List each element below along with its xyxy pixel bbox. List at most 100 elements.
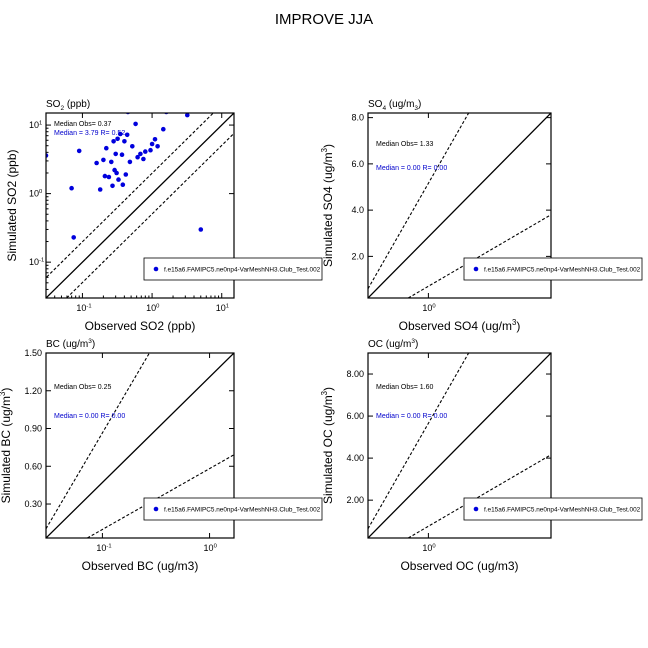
so2-median-obs-text: Median Obs= 0.37 xyxy=(54,121,112,128)
so2-point-20 xyxy=(120,182,126,187)
so2-point-32 xyxy=(148,147,153,153)
so2-point-14 xyxy=(113,151,118,157)
bc-ytick-label: 0.60 xyxy=(24,461,42,471)
oc-legend-box xyxy=(463,497,643,521)
oc-ytick-label: 4.00 xyxy=(346,453,364,463)
so2-point-2 xyxy=(71,235,76,240)
so4-panel xyxy=(367,112,643,299)
bc-upper-factor-line xyxy=(46,353,150,530)
so2-legend-box xyxy=(143,257,323,281)
so2-median-sim-text: Median = 3.79 R= 0.52 xyxy=(54,130,125,137)
oc-one-to-one-line xyxy=(368,353,551,538)
oc-y-axis-label: Simulated OC (ug/m3) xyxy=(320,387,335,504)
so4-legend-label: f.e15a6.FAMIPC5.ne0np4-VarMeshNH3.Club_T… xyxy=(484,267,641,274)
so2-point-3 xyxy=(76,148,82,154)
so2-point-40 xyxy=(224,108,229,113)
so2-plot-frame xyxy=(45,112,235,299)
oc-lower-factor-line xyxy=(407,454,551,538)
bc-plot-frame xyxy=(45,352,235,539)
oc-panel xyxy=(367,352,643,539)
so4-panel-title: SO4 (ug/m3) xyxy=(368,99,421,112)
so2-point-23 xyxy=(124,132,130,138)
so2-lower-factor-line xyxy=(66,132,234,298)
so2-point-10 xyxy=(109,159,114,165)
so4-upper-factor-line xyxy=(368,113,470,290)
bc-xtick-label: 100 xyxy=(204,543,218,553)
so2-one-to-one-line xyxy=(46,113,234,298)
so2-point-7 xyxy=(102,173,108,179)
so4-ytick-label: 2.0 xyxy=(351,251,364,261)
bc-x-axis-label: Observed BC (ug/m3) xyxy=(82,559,199,573)
oc-legend-label: f.e15a6.FAMIPC5.ne0np4-VarMeshNH3.Club_T… xyxy=(484,507,641,514)
so2-point-35 xyxy=(155,144,160,149)
so2-legend-marker xyxy=(153,266,159,272)
bc-median-sim-text: Median = 0.00 R= 0.00 xyxy=(54,413,125,420)
bc-ytick-label: 1.50 xyxy=(24,348,42,358)
oc-plot-frame xyxy=(367,352,552,539)
so4-lower-factor-line xyxy=(407,214,551,298)
so4-ytick-label: 6.0 xyxy=(351,159,364,169)
so2-point-5 xyxy=(97,187,103,192)
so2-point-37 xyxy=(164,113,169,115)
oc-legend-marker xyxy=(473,506,479,512)
so4-xtick-label: 100 xyxy=(422,303,436,313)
oc-panel-title: OC (ug/m3) xyxy=(368,338,418,350)
so2-point-25 xyxy=(127,159,133,165)
so2-panel xyxy=(45,108,323,299)
so2-ytick-label: 100 xyxy=(29,189,43,199)
so2-xtick-label: 100 xyxy=(146,303,160,313)
so2-point-15 xyxy=(114,170,119,176)
so2-point-31 xyxy=(143,149,148,154)
oc-xtick-label: 100 xyxy=(422,543,436,553)
so2-point-18 xyxy=(118,131,123,137)
so2-xtick-label: 10-1 xyxy=(76,303,91,313)
bc-xtick-label: 10-1 xyxy=(96,543,111,553)
bc-median-obs-text: Median Obs= 0.25 xyxy=(54,384,112,391)
so2-point-12 xyxy=(111,139,116,144)
bc-lower-factor-line xyxy=(87,454,234,538)
so2-point-6 xyxy=(101,157,106,163)
so4-ytick-label: 8.0 xyxy=(351,113,364,123)
so2-point-27 xyxy=(133,121,138,127)
so2-point-30 xyxy=(141,156,146,162)
bc-ytick-label: 1.20 xyxy=(24,386,42,396)
so2-point-38 xyxy=(185,113,190,118)
so4-legend-box xyxy=(463,257,643,281)
bc-legend-label: f.e15a6.FAMIPC5.ne0np4-VarMeshNH3.Club_T… xyxy=(164,507,321,514)
so2-upper-factor-line xyxy=(46,113,214,279)
oc-ytick-label: 2.00 xyxy=(346,495,364,505)
so4-median-sim-text: Median = 0.00 R= 0.00 xyxy=(376,165,447,172)
bc-y-axis-label: Simulated BC (ug/m3) xyxy=(0,388,13,504)
so2-point-16 xyxy=(115,136,120,142)
so2-point-24 xyxy=(125,113,130,115)
so2-ytick-label: 101 xyxy=(29,120,42,130)
so4-x-axis-label: Observed SO4 (ug/m3) xyxy=(399,318,521,333)
so4-legend-marker xyxy=(473,266,479,272)
so2-point-39 xyxy=(198,227,204,232)
bc-panel xyxy=(45,352,323,539)
so2-ytick-label: 10-1 xyxy=(29,257,44,267)
so2-x-axis-label: Observed SO2 (ppb) xyxy=(85,319,196,333)
so2-point-22 xyxy=(123,172,129,177)
oc-median-obs-text: Median Obs= 1.60 xyxy=(376,384,434,391)
bc-panel-title: BC (ug/m3) xyxy=(46,338,95,350)
oc-median-sim-text: Median = 0.00 R= 0.00 xyxy=(376,413,447,420)
so2-point-33 xyxy=(149,141,155,147)
so4-one-to-one-line xyxy=(368,113,551,298)
oc-upper-factor-line xyxy=(368,353,470,530)
so4-y-axis-label: Simulated SO4 (ug/m3) xyxy=(320,144,335,267)
so2-point-17 xyxy=(116,177,121,182)
so2-point-9 xyxy=(106,174,112,180)
so2-point-34 xyxy=(152,137,158,142)
oc-ytick-label: 6.00 xyxy=(346,411,364,421)
so2-legend-label: f.e15a6.FAMIPC5.ne0np4-VarMeshNH3.Club_T… xyxy=(164,267,321,274)
so2-point-19 xyxy=(119,152,125,157)
bc-legend-box xyxy=(143,497,323,521)
so4-ytick-label: 4.0 xyxy=(351,205,364,215)
so2-point-36 xyxy=(161,126,166,132)
so2-point-1 xyxy=(69,185,74,191)
oc-ytick-label: 8.00 xyxy=(346,369,364,379)
so2-panel-title: SO2 (ppb) xyxy=(46,99,90,112)
so2-point-8 xyxy=(104,145,109,151)
